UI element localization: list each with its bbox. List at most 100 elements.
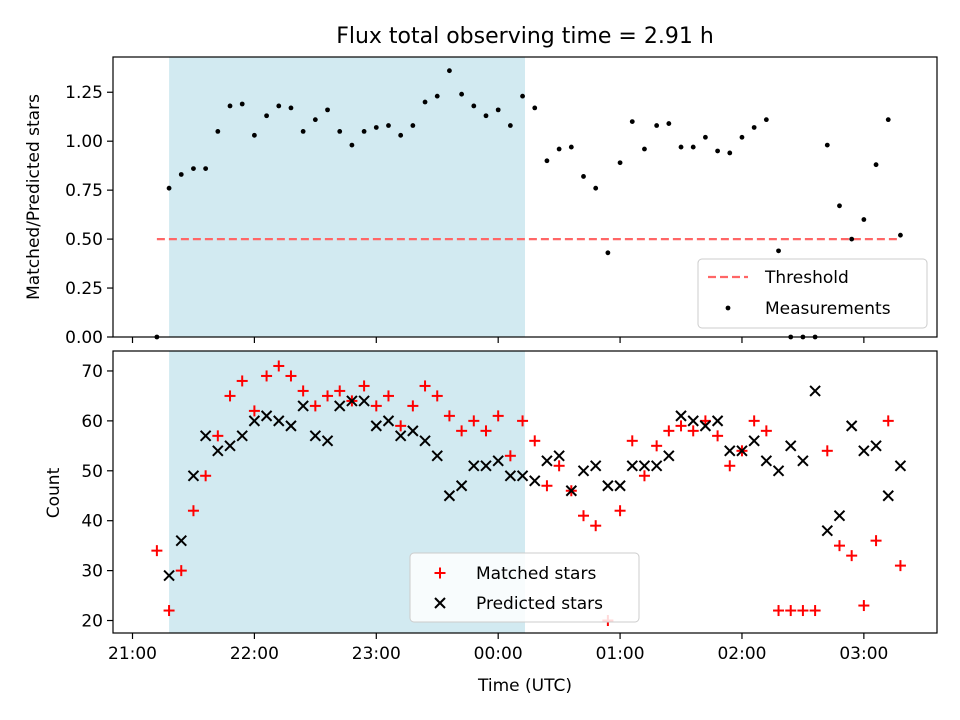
data-point	[602, 480, 614, 492]
data-point	[215, 129, 221, 134]
data-point	[651, 440, 663, 452]
data-point	[678, 144, 684, 150]
data-point	[763, 117, 769, 123]
data-point	[614, 480, 626, 492]
data-point	[456, 425, 468, 437]
data-point	[565, 485, 578, 497]
plot-frame	[112, 56, 938, 338]
data-point	[175, 534, 187, 547]
data-point	[334, 400, 346, 412]
data-point	[845, 420, 858, 432]
data-point	[577, 465, 590, 477]
data-point	[553, 450, 565, 462]
data-point	[715, 148, 720, 154]
data-point	[739, 134, 745, 140]
data-point	[809, 605, 821, 617]
data-point	[492, 410, 504, 422]
data-point	[455, 480, 468, 492]
data-point	[236, 430, 248, 442]
data-point	[443, 410, 455, 422]
y-tick-label: 0.00	[65, 328, 103, 348]
data-point	[212, 445, 224, 457]
data-point	[227, 103, 233, 109]
data-point	[727, 150, 733, 156]
data-point	[260, 410, 273, 422]
x-tick-label: 01:00	[596, 644, 645, 664]
y-tick-label: 0.25	[65, 279, 103, 299]
data-point	[520, 93, 525, 99]
y-tick-label: 1.25	[65, 83, 103, 103]
x-tick-label: 21:00	[108, 644, 157, 664]
data-point	[748, 415, 760, 427]
data-point	[626, 435, 638, 447]
data-point	[276, 103, 282, 109]
data-point	[553, 460, 565, 472]
data-point	[882, 415, 894, 427]
data-point	[873, 162, 879, 168]
data-point	[642, 146, 647, 152]
data-point	[529, 435, 541, 447]
data-point	[638, 460, 651, 472]
data-point	[151, 545, 163, 557]
x-tick-label: 03:00	[839, 644, 888, 664]
data-point	[882, 490, 894, 502]
data-point	[471, 103, 477, 109]
data-point	[398, 132, 404, 138]
data-point	[861, 217, 867, 222]
data-point	[419, 435, 431, 447]
data-point	[614, 505, 626, 517]
data-point	[870, 440, 882, 452]
data-point	[178, 172, 184, 177]
data-point	[675, 420, 687, 432]
data-point	[751, 125, 757, 130]
data-point	[541, 480, 553, 492]
data-point	[358, 380, 370, 392]
data-point	[321, 435, 334, 447]
data-point	[712, 430, 724, 442]
data-point	[407, 425, 419, 437]
data-point	[687, 425, 699, 437]
data-point	[833, 540, 845, 552]
data-point	[675, 410, 687, 422]
data-point	[581, 174, 586, 179]
data-point	[166, 185, 172, 191]
data-point	[703, 134, 708, 140]
data-point	[224, 390, 236, 402]
legend-box	[409, 552, 640, 623]
legend-measurements-label: Measurements	[765, 299, 891, 319]
plot-frame	[112, 350, 938, 634]
shaded-interval	[169, 57, 526, 337]
x-tick-label: 00:00	[474, 644, 523, 664]
data-point	[590, 520, 602, 532]
data-point	[858, 445, 870, 457]
data-point	[285, 370, 297, 382]
data-point	[382, 415, 395, 427]
data-point	[361, 129, 367, 134]
data-point	[504, 450, 516, 462]
data-point	[711, 415, 724, 427]
data-point	[556, 146, 562, 152]
data-point	[663, 450, 675, 462]
y-tick-label: 60	[81, 412, 103, 432]
count-panel: 20 30 40 50 60 70 21:00 22:00 23:00 00:00 01:00 02:…	[81, 350, 938, 664]
data-point	[483, 113, 489, 119]
data-point	[468, 460, 480, 472]
data-point	[638, 470, 650, 482]
data-point	[480, 425, 492, 437]
data-point	[163, 569, 175, 582]
data-point	[650, 460, 663, 472]
data-point	[300, 129, 306, 134]
data-point	[459, 91, 465, 97]
y-tick-label: 70	[81, 362, 103, 382]
data-point	[593, 185, 599, 191]
data-point	[395, 420, 407, 432]
legend-matched-label: Matched stars	[476, 564, 596, 584]
data-point	[337, 129, 343, 134]
data-point	[358, 395, 370, 407]
y-tick-label: 40	[81, 512, 103, 532]
data-point	[264, 113, 269, 119]
data-point	[224, 440, 236, 452]
data-point	[370, 420, 382, 432]
data-point	[724, 460, 736, 472]
